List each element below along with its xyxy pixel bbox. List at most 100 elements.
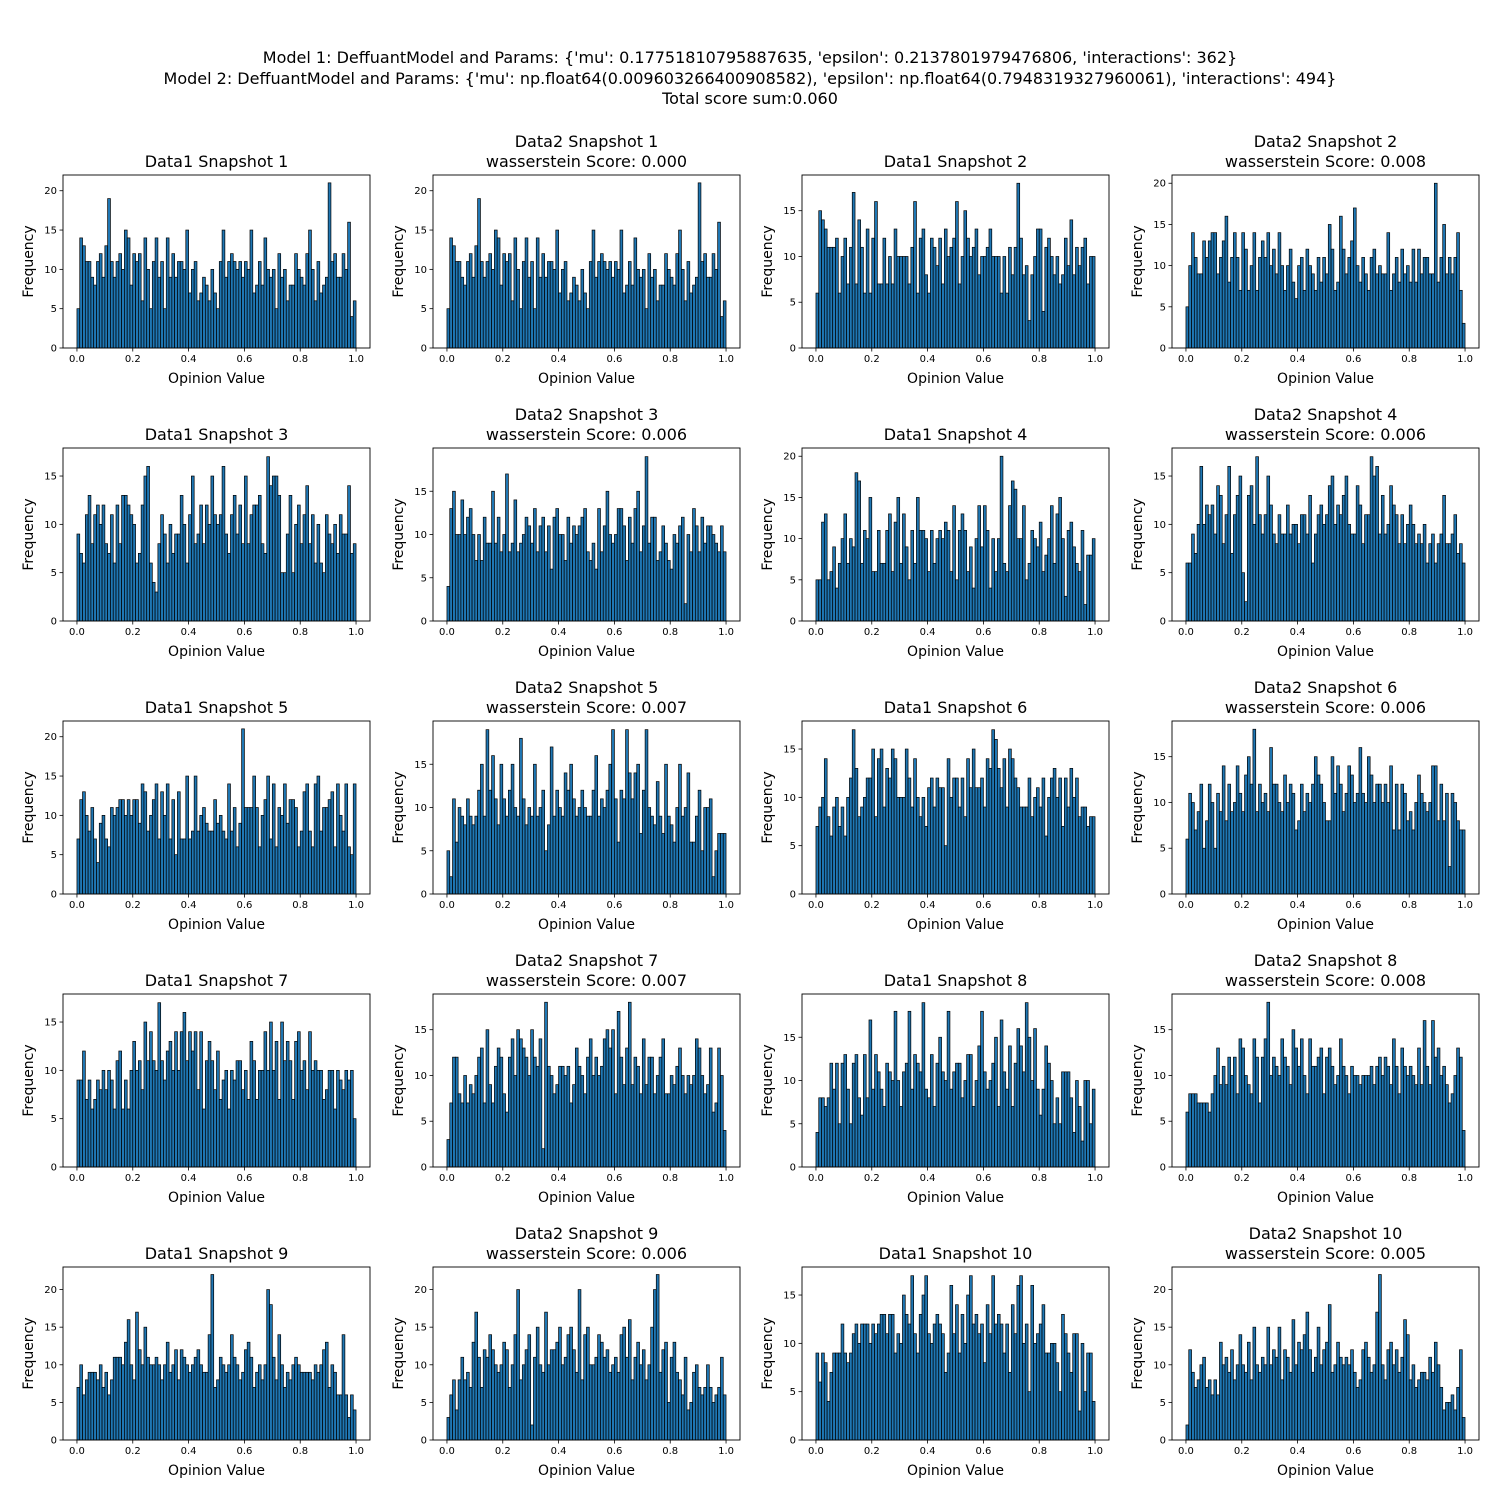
panel-title: wasserstein Score: 0.006 [1225,425,1426,444]
histogram-bar [1327,1304,1332,1441]
histogram-bar [496,237,501,349]
histogram-bar [350,1394,354,1441]
histogram-bar [1027,320,1032,349]
histogram-bar [1233,232,1237,349]
histogram-bar [558,292,562,349]
histogram-bar [697,789,702,895]
histogram-bar [1207,514,1212,622]
histogram-bar [1283,289,1287,349]
histogram-bar [1207,240,1212,349]
histogram-bar [157,838,162,895]
histogram-bar [138,1060,142,1168]
histogram-bar [574,1371,579,1441]
histogram-bar [857,816,861,895]
histogram-bar [230,514,234,622]
histogram-bar [115,807,120,895]
histogram-bar [882,1314,887,1441]
histogram-bar [1375,273,1379,349]
histogram-bar [327,1386,332,1441]
y-tick-label: 15 [783,1291,796,1302]
histogram-bar [1456,820,1460,895]
histogram-bar [1013,1333,1018,1441]
histogram-bar [132,253,136,349]
histogram-bar [154,783,159,895]
histogram-bar [689,841,693,895]
histogram-bar [927,292,931,349]
x-axis-label: Opinion Value [538,371,635,387]
histogram-bar [96,504,100,622]
histogram-bar [1406,820,1410,895]
histogram-bar [1022,274,1026,349]
histogram-bar [1300,257,1304,349]
y-tick-label: 5 [421,1398,427,1409]
histogram-bar [322,807,326,895]
histogram-bar [316,261,321,349]
histogram-bar [1274,543,1279,622]
histogram-bar [669,276,674,349]
histogram-bar [482,516,487,622]
histogram-bar [165,562,170,622]
histogram-bar [706,807,710,895]
histogram-bar [1238,475,1243,622]
histogram-bar [569,1102,573,1168]
histogram-bar [538,1038,543,1168]
histogram-bar [857,219,861,349]
histogram-bar [1297,820,1301,895]
y-tick-label: 5 [790,841,796,852]
histogram-bar [255,1098,259,1168]
histogram-bar [678,1379,682,1441]
histogram-bar [266,1069,270,1168]
histogram-bar [96,862,100,895]
histogram-bar [647,1364,652,1441]
histogram-bar [1336,1075,1340,1168]
histogram-bar [1083,604,1088,622]
histogram-bar [594,276,599,349]
histogram-bar [160,1060,164,1168]
y-tick-label: 0 [1160,344,1166,355]
histogram-bar [971,246,976,349]
histogram-bar [544,1311,548,1441]
histogram-bar [235,1364,240,1441]
histogram-bar [563,1075,568,1168]
histogram-bar [1358,1379,1363,1441]
histogram-bar [851,1333,856,1441]
histogram-bar [574,534,579,622]
histogram-bar [1355,485,1360,622]
histogram-bar [700,1394,705,1441]
histogram-bar [692,508,696,622]
histogram-bar [336,552,340,622]
histogram-bar [138,552,142,622]
histogram-bar [1280,265,1284,349]
histogram-bar [1353,533,1357,622]
histogram-bar [1019,1045,1023,1168]
histogram-bar [112,276,117,349]
histogram-bar [969,546,973,622]
histogram-bar [588,1038,593,1168]
histogram-bar [1389,1084,1393,1168]
histogram-bar [1305,1311,1310,1441]
histogram-bar [1216,273,1220,349]
histogram-bar [583,508,587,622]
histogram-bar [1036,546,1040,622]
y-tick-label: 15 [414,226,427,237]
histogram-bar [196,1089,201,1168]
histogram-bar [818,806,822,895]
histogram-bar [1308,802,1312,895]
histogram-bar [641,525,646,622]
histogram-bar [1433,182,1438,349]
histogram-bar [1425,811,1430,895]
histogram-bar [330,1069,335,1168]
histogram-bar [513,237,518,349]
histogram-bar [555,508,559,622]
histogram-bar [890,1080,895,1168]
histogram-bar [1364,802,1368,895]
axes-frame [1171,447,1480,622]
x-tick-label: 0.2 [864,354,880,365]
histogram-bar [1422,1371,1427,1441]
histogram-bar [1361,257,1365,349]
histogram-bar [79,552,83,622]
histogram-bar [907,579,912,622]
histogram-bar [341,533,346,622]
histogram-bar [1050,1080,1054,1168]
histogram-bar [667,269,671,349]
